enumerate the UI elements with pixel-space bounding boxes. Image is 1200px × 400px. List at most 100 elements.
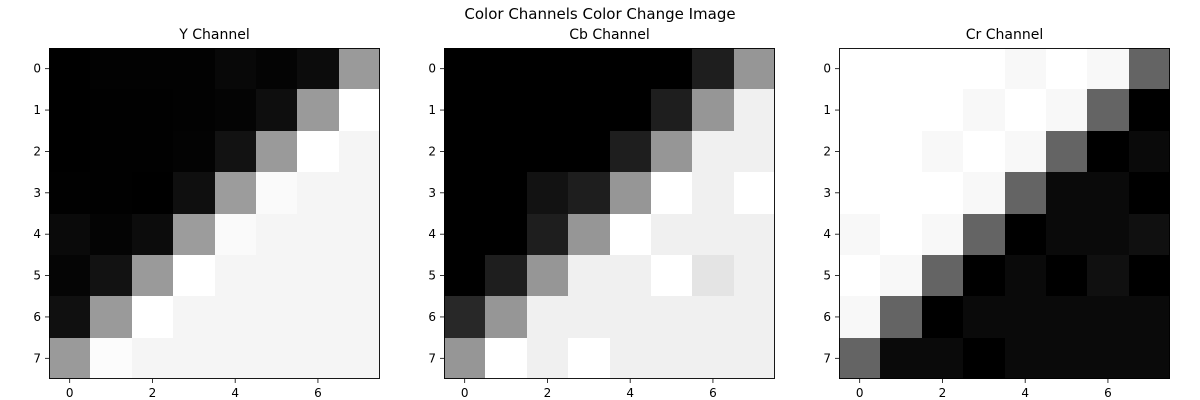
heatmap-cell bbox=[173, 131, 215, 172]
y-tick-label: 1 bbox=[823, 103, 831, 117]
heatmap-cell bbox=[256, 131, 297, 172]
y-tick-label: 1 bbox=[428, 103, 436, 117]
heatmap-cell bbox=[1005, 338, 1046, 379]
x-tick-label: 2 bbox=[939, 386, 947, 400]
heatmap-cell bbox=[922, 172, 963, 214]
y-tick-label: 3 bbox=[823, 186, 831, 200]
heatmap-cell bbox=[173, 172, 215, 214]
heatmap-cell bbox=[90, 131, 132, 172]
heatmap-cell bbox=[1046, 131, 1087, 172]
heatmap-cell bbox=[132, 214, 173, 255]
heatmap-cell bbox=[922, 214, 963, 255]
heatmap-cell bbox=[90, 214, 132, 255]
heatmap-cell bbox=[339, 48, 380, 89]
heatmap-cell bbox=[651, 172, 692, 214]
heatmap-cell bbox=[215, 172, 256, 214]
x-tick-label: 4 bbox=[231, 386, 239, 400]
heatmap-cell bbox=[90, 338, 132, 379]
heatmap-cell bbox=[922, 89, 963, 131]
heatmap-cell bbox=[90, 255, 132, 296]
heatmap-cell bbox=[527, 89, 568, 131]
heatmap-cell bbox=[49, 131, 90, 172]
heatmap-cell bbox=[568, 131, 610, 172]
heatmap-cell bbox=[1046, 48, 1087, 89]
heatmap-cell bbox=[444, 338, 485, 379]
y-tick-label: 0 bbox=[428, 62, 436, 76]
heatmap-cell bbox=[1046, 338, 1087, 379]
heatmap-cell bbox=[1129, 48, 1170, 89]
heatmap-cell bbox=[880, 172, 922, 214]
panel-title: Cb Channel bbox=[569, 27, 650, 43]
heatmap-cell bbox=[610, 172, 651, 214]
heatmap-cell bbox=[132, 48, 173, 89]
heatmap-cell bbox=[256, 89, 297, 131]
heatmap-cell bbox=[734, 255, 775, 296]
heatmap-cell bbox=[963, 89, 1005, 131]
x-tick-label: 6 bbox=[709, 386, 717, 400]
heatmap-cell bbox=[339, 255, 380, 296]
heatmap-cell bbox=[215, 255, 256, 296]
heatmap-cell bbox=[734, 214, 775, 255]
heatmap-cell bbox=[339, 214, 380, 255]
heatmap-cell bbox=[922, 48, 963, 89]
heatmap-cell bbox=[1046, 296, 1087, 338]
heatmap-cell bbox=[880, 89, 922, 131]
x-tick-label: 6 bbox=[1104, 386, 1112, 400]
heatmap-cell bbox=[1087, 214, 1129, 255]
heatmap-cell bbox=[339, 89, 380, 131]
heatmap-cell bbox=[880, 48, 922, 89]
heatmap-cell bbox=[485, 89, 527, 131]
heatmap-cell bbox=[1046, 214, 1087, 255]
heatmap-cell bbox=[880, 296, 922, 338]
heatmap-cell bbox=[215, 296, 256, 338]
heatmap-cell bbox=[90, 296, 132, 338]
heatmap-cell bbox=[339, 172, 380, 214]
y-tick-label: 4 bbox=[33, 227, 41, 241]
heatmap-cell bbox=[692, 89, 734, 131]
heatmap-cell bbox=[1129, 338, 1170, 379]
heatmap-cell bbox=[485, 255, 527, 296]
y-tick-label: 2 bbox=[33, 144, 41, 158]
heatmap-cell bbox=[692, 48, 734, 89]
heatmap-cell bbox=[1129, 255, 1170, 296]
heatmap-cell bbox=[1129, 214, 1170, 255]
y-tick-label: 5 bbox=[33, 269, 41, 283]
heatmap-cell bbox=[963, 48, 1005, 89]
heatmap-cell bbox=[297, 131, 339, 172]
heatmap-cell bbox=[734, 89, 775, 131]
heatmap-cell bbox=[444, 131, 485, 172]
heatmap-cell bbox=[132, 131, 173, 172]
heatmap-cell bbox=[839, 172, 880, 214]
heatmap-cell bbox=[1087, 296, 1129, 338]
cb-channel-panel: Cb Channel 0 2 4 6 0 1 2 3 4 5 6 7 bbox=[428, 27, 775, 400]
heatmap-cell bbox=[1046, 172, 1087, 214]
heatmap-cell bbox=[49, 296, 90, 338]
heatmap-cell bbox=[610, 255, 651, 296]
heatmap-cell bbox=[444, 255, 485, 296]
heatmap-cell bbox=[527, 48, 568, 89]
heatmap-cell bbox=[568, 89, 610, 131]
heatmap-cell bbox=[90, 172, 132, 214]
heatmap-cell bbox=[734, 131, 775, 172]
heatmap-cell bbox=[444, 48, 485, 89]
heatmap-cell bbox=[963, 338, 1005, 379]
heatmap-cell bbox=[1005, 89, 1046, 131]
heatmap-cell bbox=[527, 255, 568, 296]
heatmap-cell bbox=[485, 48, 527, 89]
heatmap-cell bbox=[568, 48, 610, 89]
y-tick-label: 3 bbox=[33, 186, 41, 200]
heatmap-cell bbox=[692, 255, 734, 296]
heatmap-cell bbox=[49, 48, 90, 89]
heatmap-cell bbox=[651, 255, 692, 296]
heatmap-cell bbox=[49, 214, 90, 255]
heatmap-cell bbox=[568, 172, 610, 214]
heatmap-cell bbox=[1129, 296, 1170, 338]
heatmap-cell bbox=[651, 214, 692, 255]
heatmap-cell bbox=[1087, 131, 1129, 172]
heatmap-cell bbox=[839, 255, 880, 296]
heatmap-cell bbox=[880, 214, 922, 255]
y-tick-label: 3 bbox=[428, 186, 436, 200]
heatmap-cell bbox=[132, 296, 173, 338]
heatmap-cell bbox=[215, 214, 256, 255]
y-tick-label: 6 bbox=[823, 310, 831, 324]
